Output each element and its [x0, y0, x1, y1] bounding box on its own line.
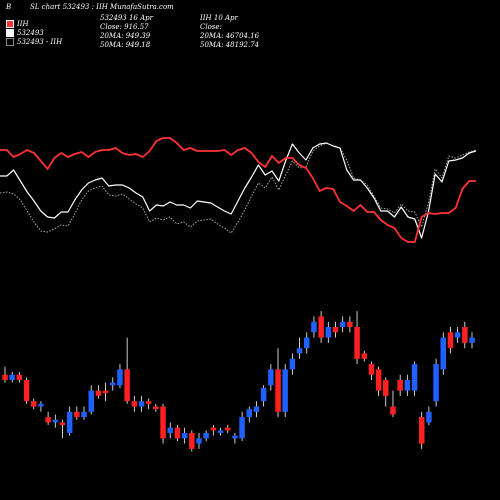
candle-down [368, 364, 375, 375]
candle-down [354, 327, 360, 359]
candle-up [404, 380, 411, 391]
candle-up [9, 374, 15, 380]
candle-up [440, 337, 446, 370]
candle-down [31, 401, 37, 407]
stock-white-line [0, 142, 477, 239]
candle-up [117, 369, 123, 386]
legend-swatch-red [6, 20, 14, 28]
candle-down [361, 353, 367, 359]
candle-up [282, 369, 288, 412]
candle-down [275, 369, 281, 412]
candle-down [2, 374, 8, 380]
candle-up [454, 332, 461, 338]
candlestick-panel [2, 311, 475, 452]
legend-item-532493: 532493 [6, 29, 44, 38]
candle-down [419, 417, 425, 444]
candle-down [462, 327, 468, 343]
header-col2-line2: Close: 916.57 [100, 23, 149, 31]
candle-up [203, 433, 209, 439]
header-col3-line4: 50MA: 48192.74 [200, 41, 260, 49]
legend-item-iih: IIH [6, 20, 29, 29]
candle-up [411, 364, 418, 391]
candle-up [260, 387, 267, 402]
upper-line-panel [0, 137, 477, 243]
candle-down [332, 327, 339, 333]
candle-down [153, 406, 159, 410]
candle-down [145, 401, 152, 404]
candle-down [210, 427, 217, 431]
candle-down [160, 406, 166, 439]
candle-down [383, 380, 389, 396]
ratio-dotted-line [0, 142, 477, 234]
header-col2-line4: 50MA: 949.18 [100, 41, 151, 49]
candle-down [447, 332, 454, 349]
legend-label: IIH [17, 20, 29, 28]
chart-title: SL chart 532493 : IIH MunafaSutra.com [30, 3, 174, 11]
legend-label: 532493 [17, 29, 44, 37]
candle-down [23, 380, 30, 402]
candle-down [45, 417, 51, 423]
header-col3-line1: IIH 10 Apr [200, 14, 238, 22]
candle-up [88, 390, 94, 412]
candle-down [16, 374, 23, 380]
candle-up [66, 411, 73, 433]
candle-down [225, 427, 231, 431]
candle-up [232, 435, 238, 439]
candle-down [347, 321, 353, 327]
candle-up [339, 321, 346, 327]
candle-up [239, 417, 245, 439]
candle-up [469, 337, 475, 343]
corner-letter: B [6, 3, 12, 11]
candle-up [217, 430, 224, 433]
candle-up [246, 409, 252, 418]
candle-down [74, 411, 80, 418]
candle-down [131, 401, 138, 407]
candle-down [375, 369, 382, 391]
candle-down [390, 406, 396, 415]
candle-up [138, 401, 145, 407]
candle-down [318, 316, 324, 338]
candle-down [59, 422, 66, 426]
candle-up [110, 382, 116, 386]
legend-swatch-white [6, 29, 14, 37]
candle-down [189, 433, 195, 449]
candle-up [268, 369, 274, 386]
candle-down [124, 369, 130, 402]
candle-up [311, 321, 317, 333]
candle-up [52, 419, 58, 423]
legend-item-ratio: 532493 - IIH [6, 38, 62, 47]
candle-up [253, 406, 260, 412]
candle-down [397, 380, 403, 391]
candle-up [38, 403, 44, 407]
candle-up [167, 427, 173, 433]
candle-up [304, 337, 310, 349]
candle-up [296, 348, 303, 354]
candle-up [181, 433, 188, 439]
header-col2-line3: 20MA: 949.39 [100, 32, 151, 40]
candle-down [95, 390, 102, 396]
candle-down [102, 390, 109, 394]
legend-swatch-grey [6, 38, 14, 46]
candle-up [81, 411, 87, 418]
candle-up [325, 327, 332, 338]
candle-up [433, 364, 439, 402]
header-col2-line1: 532493 16 Apr [100, 14, 153, 22]
header-col3-line3: 20MA: 46704.16 [200, 32, 260, 40]
candle-up [426, 411, 432, 423]
index-red-line [0, 137, 476, 243]
candle-up [196, 438, 202, 444]
legend-label: 532493 - IIH [17, 38, 63, 46]
candle-down [174, 427, 181, 439]
header-col3-line2: Close: [200, 23, 222, 31]
candle-up [289, 358, 296, 370]
